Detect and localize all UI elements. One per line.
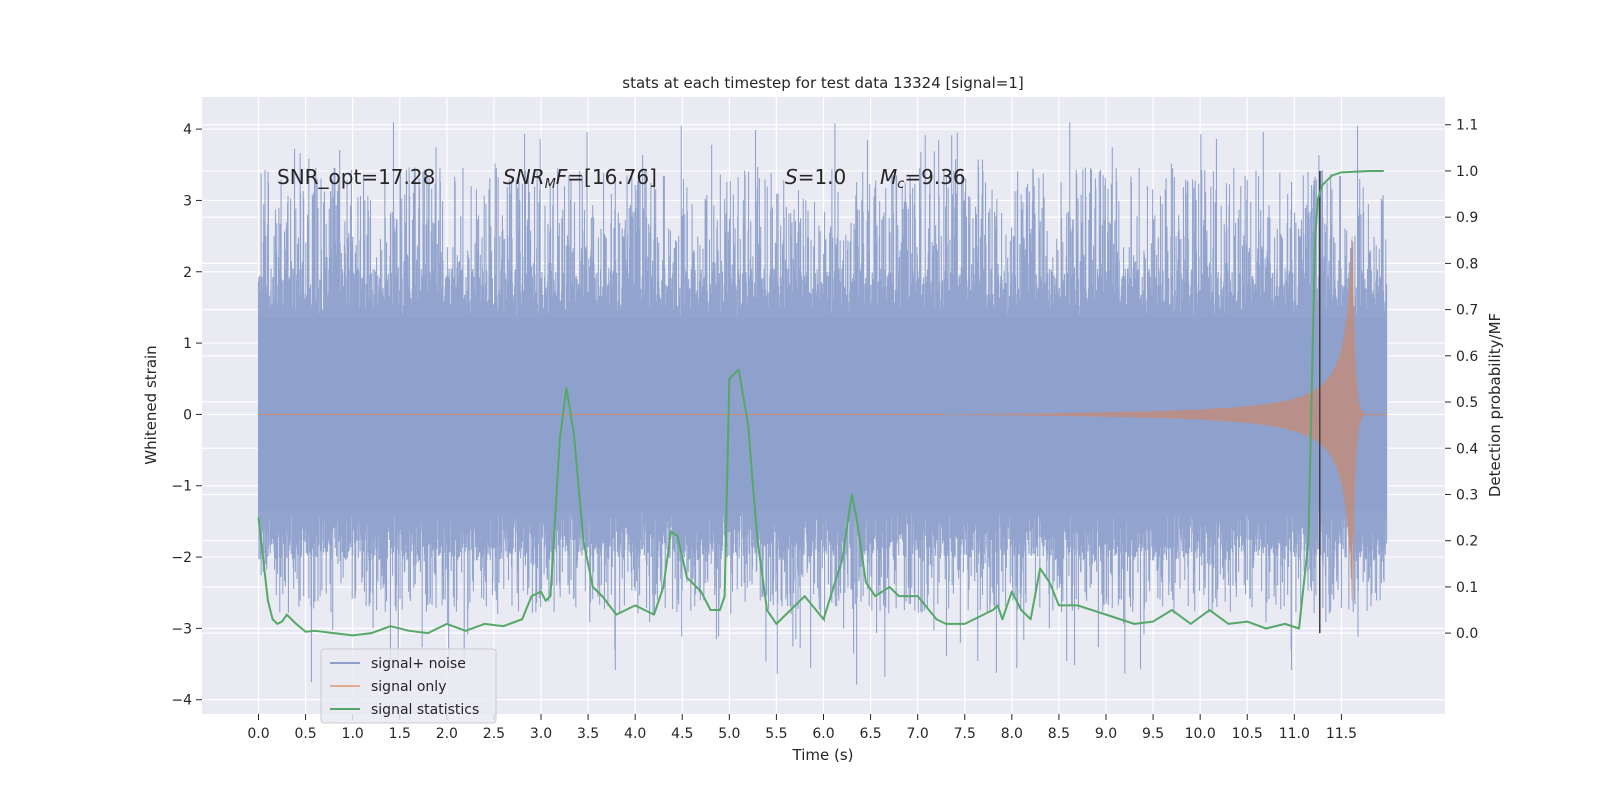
snr-opt-annotation: SNR_opt=17.28: [277, 165, 435, 189]
y2-tick-label: 0.2: [1456, 534, 1478, 550]
y2-tick-label: 1.1: [1456, 118, 1478, 134]
signal-envelope: [945, 236, 1365, 602]
x-tick-label: 11.5: [1326, 726, 1357, 742]
y-tick-label: 4: [183, 122, 192, 138]
x-tick-label: 0.0: [247, 726, 269, 742]
x-tick-label: 3.0: [530, 726, 552, 742]
x-tick-label: 4.0: [624, 726, 646, 742]
x-tick-label: 7.5: [954, 726, 976, 742]
y-tick-label: 3: [183, 193, 192, 209]
y-tick-label: −4: [171, 693, 192, 709]
chart-title: stats at each timestep for test data 133…: [622, 74, 1023, 92]
x-tick-label: 7.0: [907, 726, 929, 742]
y2-tick-label: 0.9: [1456, 210, 1478, 226]
legend-label-noise: signal+ noise: [371, 656, 466, 672]
x-tick-label: 5.0: [718, 726, 740, 742]
x-tick-label: 8.5: [1048, 726, 1070, 742]
s-value: =1.0: [798, 165, 847, 189]
x-tick-label: 9.5: [1142, 726, 1164, 742]
y-tick-label: −1: [171, 479, 192, 495]
statistics-line: [257, 169, 1384, 637]
x-tick-label: 1.0: [342, 726, 364, 742]
y2-tick-label: 0.4: [1456, 441, 1478, 457]
y-axis-label: Whitened strain: [142, 345, 160, 464]
x-tick-label: 5.5: [765, 726, 787, 742]
y2-axis-label: Detection probability/MF: [1486, 313, 1504, 497]
y2-tick-label: 0.6: [1456, 349, 1478, 365]
legend-label-signal: signal only: [371, 679, 446, 695]
x-tick-label: 8.0: [1001, 726, 1023, 742]
x-tick-label: 0.5: [294, 726, 316, 742]
legend-label-statistics: signal statistics: [371, 702, 479, 718]
legend: signal+ noise signal only signal statist…: [320, 648, 497, 724]
y2-axis-ticks: 1.1 1.0 0.9 0.8 0.7 0.6 0.5 0.4 0.3 0.2 0.1 0.0: [1445, 118, 1478, 642]
x-tick-label: 3.5: [577, 726, 599, 742]
s-annotation: S=1.0: [785, 165, 846, 189]
signal-series: [258, 236, 1387, 602]
x-axis-label: Time (s): [792, 746, 854, 764]
y2-tick-label: 0.0: [1456, 626, 1478, 642]
mc-annotation: Mc=9.36: [880, 165, 966, 192]
x-tick-label: 9.0: [1095, 726, 1117, 742]
x-tick-label: 10.5: [1232, 726, 1263, 742]
y-axis-ticks: 4 3 2 1 0 −1 −2 −3 −4: [171, 122, 202, 709]
x-tick-label: 11.0: [1279, 726, 1310, 742]
y2-tick-label: 1.0: [1456, 164, 1478, 180]
snr-mf-annotation: SNRMF=[16.76]: [503, 165, 657, 192]
y-tick-label: −3: [171, 621, 192, 637]
y2-tick-label: 0.5: [1456, 395, 1478, 411]
x-tick-label: 2.5: [483, 726, 505, 742]
x-tick-label: 10.0: [1185, 726, 1216, 742]
y-tick-label: 0: [183, 407, 192, 423]
y2-tick-label: 0.3: [1456, 487, 1478, 503]
mc-value: =9.36: [904, 165, 965, 189]
x-axis-ticks: 0.0 0.5 1.0 1.5 2.0 2.5 3.0 3.5 4.0 4.5 5.0 5.5 6.0 6…: [247, 714, 1357, 742]
x-tick-label: 4.5: [671, 726, 693, 742]
series-layer: [257, 122, 1388, 685]
y-tick-label: −2: [171, 550, 192, 566]
x-tick-label: 2.0: [436, 726, 458, 742]
statistics-series: [257, 169, 1384, 637]
x-tick-label: 6.0: [812, 726, 834, 742]
y-tick-label: 2: [183, 265, 192, 281]
y2-tick-label: 0.7: [1456, 303, 1478, 319]
x-tick-label: 6.5: [859, 726, 881, 742]
x-tick-label: 1.5: [389, 726, 411, 742]
y2-tick-label: 0.1: [1456, 580, 1478, 596]
snr-mf-value: =[16.76]: [567, 165, 657, 189]
y-tick-label: 1: [183, 336, 192, 352]
y2-tick-label: 0.8: [1456, 256, 1478, 272]
legend-box: [320, 648, 497, 724]
